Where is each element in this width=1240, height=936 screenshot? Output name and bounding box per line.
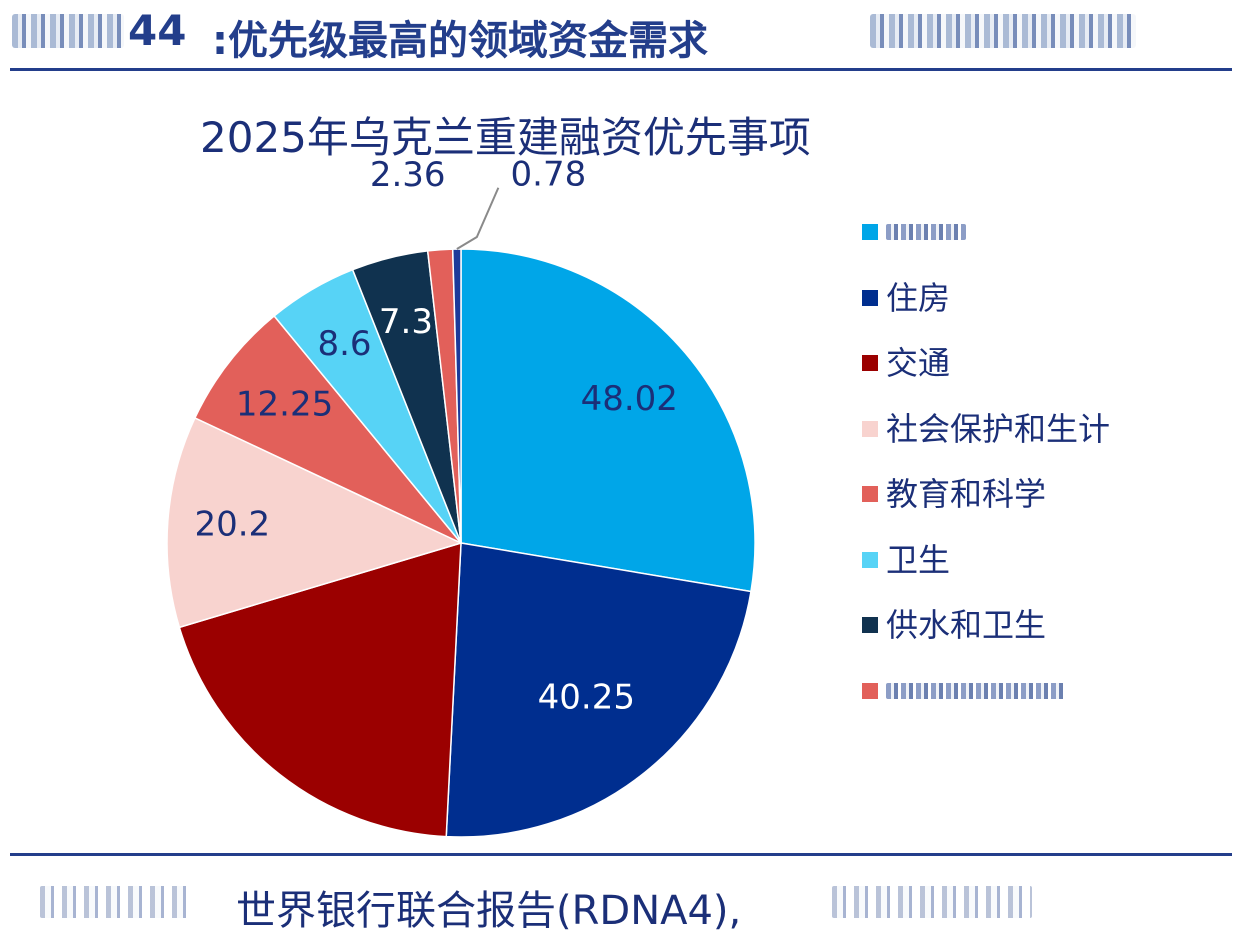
top-divider xyxy=(10,68,1232,71)
source-note: 世界银行联合报告(RDNA4), xyxy=(236,888,742,934)
figure-header: 44 :优先级最高的领域资金需求 xyxy=(0,0,1240,70)
pie-label-7: 2.36 xyxy=(370,155,446,195)
legend-swatch-1 xyxy=(862,289,878,306)
legend-swatch-3 xyxy=(862,420,878,437)
legend-swatch-4 xyxy=(862,486,878,502)
figure-title: :优先级最高的领域资金需求 xyxy=(212,18,708,64)
legend-label-obscured-0 xyxy=(886,224,966,240)
pie-leader-line-8 xyxy=(456,187,500,250)
legend-label-4: 教育和科学 xyxy=(886,475,1047,513)
bottom-divider xyxy=(10,853,1232,856)
legend-swatch-0 xyxy=(862,224,878,240)
legend-label-3: 社会保护和生计 xyxy=(886,409,1111,448)
pie-label-1: 40.25 xyxy=(538,677,635,717)
pie-label-0: 48.02 xyxy=(581,379,678,419)
pie-label-8: 0.78 xyxy=(511,154,587,194)
source-suffix-obscured xyxy=(832,886,1032,918)
pie-slice-3 xyxy=(166,416,464,629)
figure-title-obscured xyxy=(870,14,1136,48)
pie-slice-2 xyxy=(178,541,462,838)
legend-label-obscured-7 xyxy=(886,682,1066,699)
legend-swatch-2 xyxy=(862,355,878,371)
pie-label-6: 7.3 xyxy=(379,302,433,342)
legend-swatch-7 xyxy=(862,682,878,699)
legend-label-6: 供水和卫生 xyxy=(886,606,1047,644)
pie-label-5: 8.6 xyxy=(317,324,371,364)
legend-swatch-5 xyxy=(862,551,878,568)
pie-label-4: 12.25 xyxy=(236,384,333,424)
legend-swatch-6 xyxy=(862,617,878,633)
source-prefix-obscured xyxy=(40,886,190,918)
pie-slice-1 xyxy=(445,542,752,838)
pie-slice-0 xyxy=(460,248,756,593)
legend-label-2: 交通 xyxy=(886,344,951,382)
figure-number: 44 xyxy=(128,6,187,55)
pie-slice-4 xyxy=(193,314,462,544)
figure-prefix-obscured xyxy=(12,14,124,48)
pie-label-3: 20.2 xyxy=(194,505,270,545)
legend-label-1: 住房 xyxy=(886,278,951,317)
chart-title: 2025年乌克兰重建融资优先事项 xyxy=(200,113,811,162)
legend-label-5: 卫生 xyxy=(886,540,951,579)
